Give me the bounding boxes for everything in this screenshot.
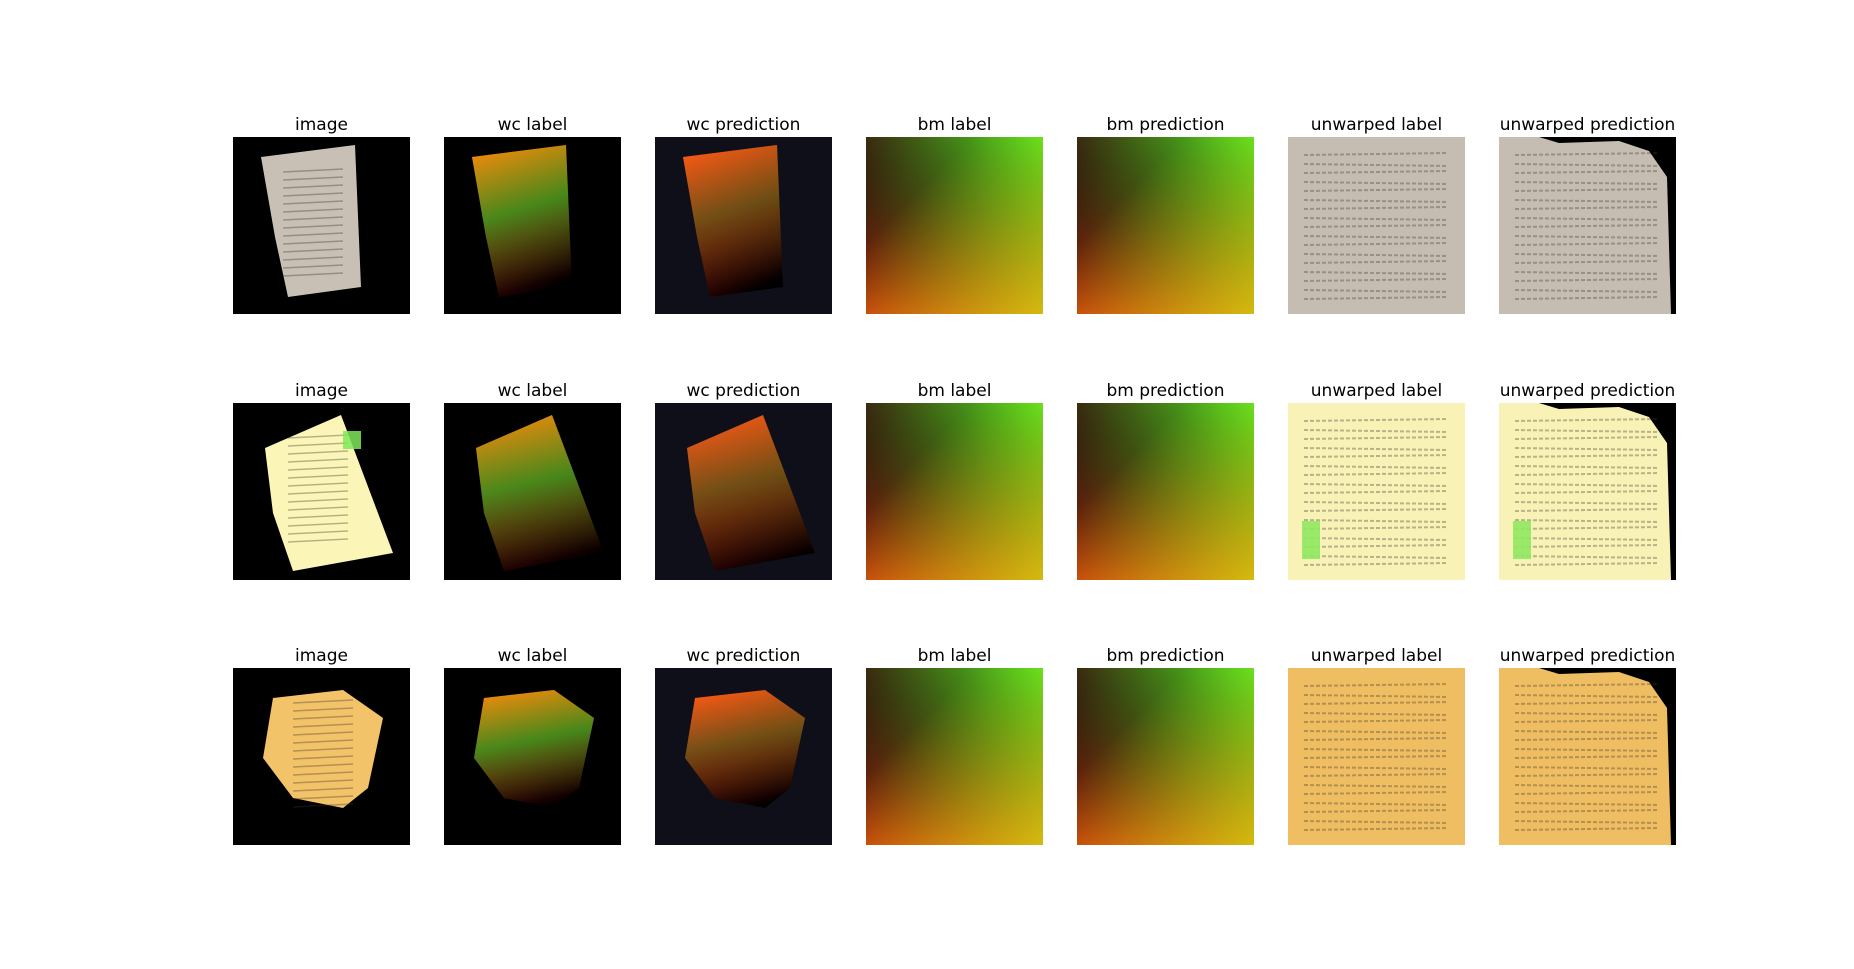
- panel-image: [444, 403, 621, 580]
- panel-title: wc label: [497, 381, 568, 401]
- panel-image: [655, 668, 832, 845]
- panel-image: [1288, 137, 1465, 314]
- panel-title: bm label: [917, 115, 992, 135]
- panel-title: image: [295, 381, 348, 401]
- panel-image: [1499, 668, 1676, 845]
- panel-image: [866, 137, 1043, 314]
- panel-title: unwarped label: [1310, 115, 1443, 135]
- panel-title: wc label: [497, 646, 568, 666]
- panel-title: image: [295, 646, 348, 666]
- panel-image: [1288, 403, 1465, 580]
- panel-title: wc prediction: [686, 115, 801, 135]
- panel-image: [866, 668, 1043, 845]
- panel-title: unwarped label: [1310, 646, 1443, 666]
- panel-image: [655, 403, 832, 580]
- panel-image: [233, 403, 410, 580]
- panel-image: [233, 137, 410, 314]
- panel-title: unwarped prediction: [1499, 646, 1676, 666]
- panel-image: [233, 668, 410, 845]
- panel-title: wc prediction: [686, 646, 801, 666]
- panel-title: unwarped prediction: [1499, 115, 1676, 135]
- panel-title: unwarped label: [1310, 381, 1443, 401]
- panel-image: [444, 137, 621, 314]
- panel-title: bm prediction: [1106, 115, 1225, 135]
- panel-title: bm prediction: [1106, 381, 1225, 401]
- panel-title: wc prediction: [686, 381, 801, 401]
- panel-image: [1499, 403, 1676, 580]
- panel-image: [1499, 137, 1676, 314]
- panel-image: [1077, 137, 1254, 314]
- panel-title: bm label: [917, 646, 992, 666]
- panel-title: image: [295, 115, 348, 135]
- panel-image: [655, 137, 832, 314]
- panel-title: bm prediction: [1106, 646, 1225, 666]
- panel-image: [866, 403, 1043, 580]
- panel-image: [444, 668, 621, 845]
- panel-title: unwarped prediction: [1499, 381, 1676, 401]
- panel-image: [1288, 668, 1465, 845]
- panel-image: [1077, 403, 1254, 580]
- panel-title: bm label: [917, 381, 992, 401]
- panel-title: wc label: [497, 115, 568, 135]
- panel-image: [1077, 668, 1254, 845]
